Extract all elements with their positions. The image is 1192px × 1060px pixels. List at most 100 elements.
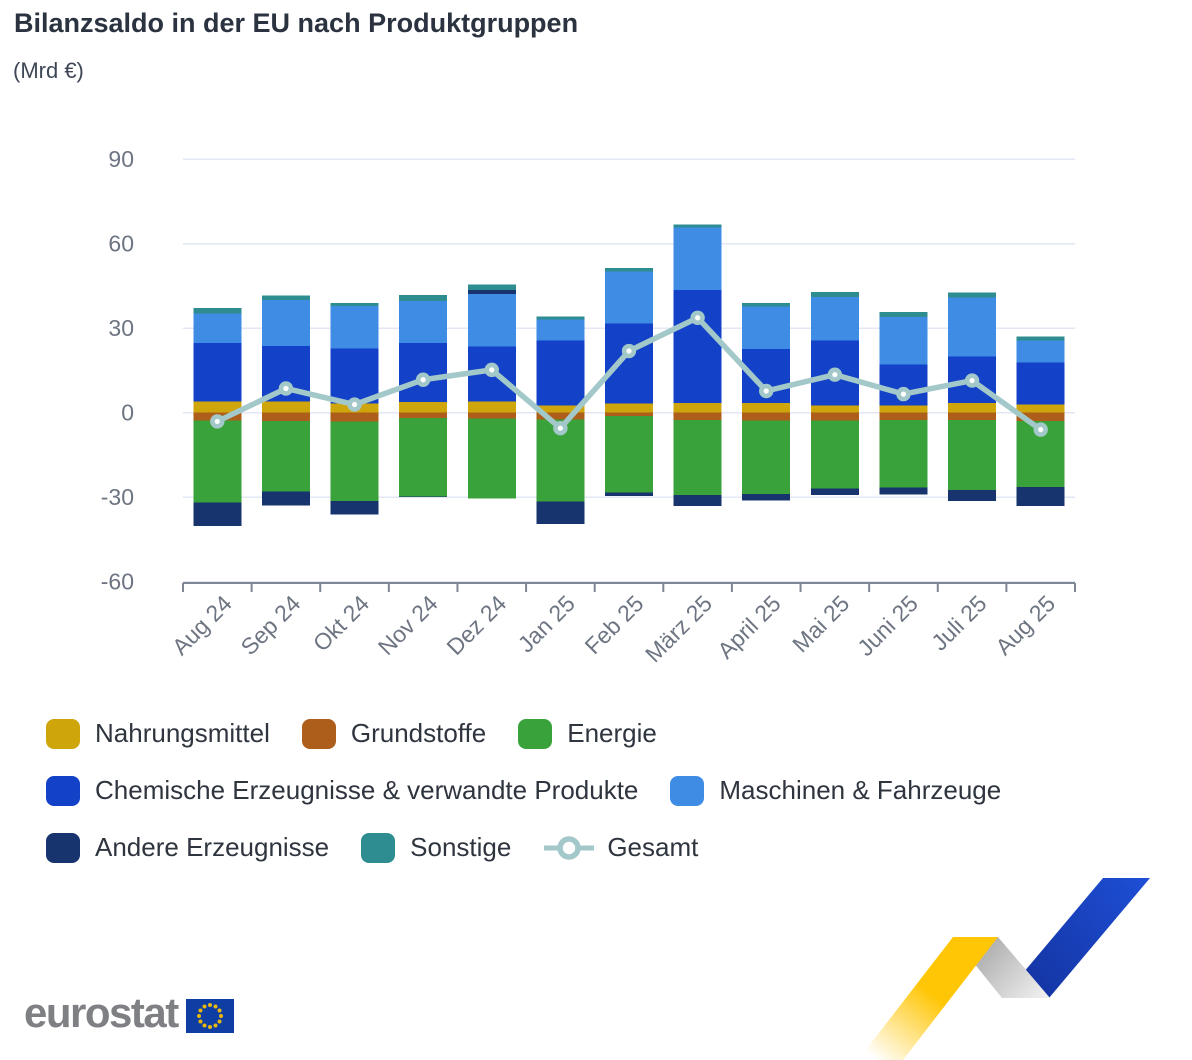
bar-segment (879, 312, 928, 318)
bar-segment (261, 412, 310, 421)
bar-segment (261, 420, 310, 492)
x-tick-label: Dez 24 (441, 590, 511, 660)
bar-segment (261, 299, 310, 347)
ribbon-yellow-band (858, 937, 998, 1060)
bar-segment (948, 292, 997, 298)
bar-segment (742, 420, 791, 494)
bar-segment (399, 300, 448, 343)
bar-segment (605, 416, 653, 493)
gesamt-marker-dot (900, 391, 907, 397)
bar-segment (879, 487, 928, 495)
bar-segment (399, 295, 448, 301)
bar-segment (536, 412, 585, 420)
legend-label: Chemische Erzeugnisse & verwandte Produk… (95, 775, 639, 805)
bar-segment (193, 401, 242, 413)
y-tick-label: 90 (108, 146, 134, 172)
eu-flag-star (198, 1019, 203, 1024)
legend-item-maschinen-fahrzeuge: Maschinen & Fahrzeuge (670, 775, 1001, 806)
legend-swatch (46, 775, 80, 806)
bar-segment (193, 502, 242, 526)
bar-segment (810, 412, 859, 421)
ribbon-blue-band (1002, 878, 1150, 998)
eu-flag-star (202, 1004, 207, 1009)
bar-segment (948, 297, 997, 357)
bar-segment (673, 224, 722, 228)
x-tick-label: Juni 25 (852, 590, 923, 661)
bar-segment (193, 343, 242, 402)
bar-segment (330, 302, 379, 306)
bar-segment (467, 284, 516, 290)
legend-item-energie: Energie (518, 718, 657, 749)
x-tick-label: Aug 25 (990, 590, 1060, 660)
bar-segment (605, 403, 653, 413)
bar-segment (193, 420, 242, 503)
bar-segment (673, 227, 722, 290)
legend-label: Energie (567, 718, 657, 748)
legend-swatch (301, 718, 336, 749)
legend-swatch (46, 832, 80, 863)
bar-segment (399, 496, 448, 498)
y-tick-label: 0 (121, 400, 134, 426)
eu-flag-star (217, 1008, 222, 1013)
eu-flag-star (218, 1014, 223, 1018)
bar-segment (536, 405, 585, 413)
gesamt-marker-dot (420, 377, 426, 383)
bar-segment (605, 271, 653, 324)
bar-segment (948, 412, 997, 421)
x-tick-label: April 25 (712, 590, 786, 664)
eurostat-wordmark: eurostat (24, 989, 179, 1036)
legend-row: Andere Erzeugnisse Sonstige Gesamt (46, 832, 1176, 863)
bar-segment (948, 420, 997, 490)
bar-segment (193, 308, 242, 314)
bar-segment (810, 488, 859, 496)
bar-segment (536, 316, 585, 320)
bar-segment (605, 323, 653, 404)
bar-segment (536, 501, 585, 525)
eu-flag-icon (185, 999, 234, 1033)
legend-row: Nahrungsmittel Grundstoffe Energie (46, 718, 1176, 749)
bar-segment (673, 420, 722, 495)
x-tick-label: März 25 (640, 590, 717, 667)
legend-item-sonstige: Sonstige (361, 832, 511, 863)
gesamt-marker-dot (832, 372, 838, 378)
bar-segment (1016, 487, 1065, 506)
legend-label: Grundstoffe (350, 718, 487, 748)
x-tick-label: Juli 25 (926, 590, 991, 655)
bar-segment (673, 402, 722, 413)
bar-segment (810, 292, 859, 298)
bar-segment (399, 342, 448, 402)
bar-segment (742, 306, 791, 349)
x-tick-label: Aug 24 (167, 590, 237, 660)
bar-segment (467, 289, 516, 295)
bar-segment (536, 319, 585, 341)
bar-segment (1016, 404, 1065, 413)
gesamt-marker-dot (214, 418, 220, 425)
eu-flag-star (207, 1003, 212, 1007)
bar-segment (1016, 340, 1065, 363)
bar-segment (399, 412, 448, 418)
bar-segment (261, 401, 310, 413)
eu-flag-star (213, 1023, 218, 1028)
legend-label: Maschinen & Fahrzeuge (719, 775, 1002, 805)
bar-segment (605, 267, 653, 272)
bar-segment (1016, 336, 1065, 341)
legend-item-gesamt: Gesamt (543, 832, 698, 863)
bar-segment (1016, 412, 1065, 422)
bar-segment (399, 417, 448, 497)
bar-segment (467, 401, 516, 413)
gesamt-marker-dot (626, 348, 632, 354)
bar-segment (742, 402, 791, 413)
y-tick-label: 60 (108, 231, 134, 257)
eu-flag-star (196, 1014, 201, 1018)
bar-segment (810, 405, 859, 413)
eurostat-ribbon-graphic (858, 878, 1150, 1060)
bar-segment (948, 402, 997, 413)
legend-swatch (518, 718, 553, 749)
bar-segment (948, 489, 997, 501)
gesamt-marker-dot (283, 385, 289, 392)
bar-segment (330, 305, 379, 349)
legend-label: Nahrungsmittel (95, 718, 270, 748)
chart-unit-subtitle: (Mrd €) (13, 58, 84, 83)
x-tick-label: Nov 24 (373, 590, 443, 660)
